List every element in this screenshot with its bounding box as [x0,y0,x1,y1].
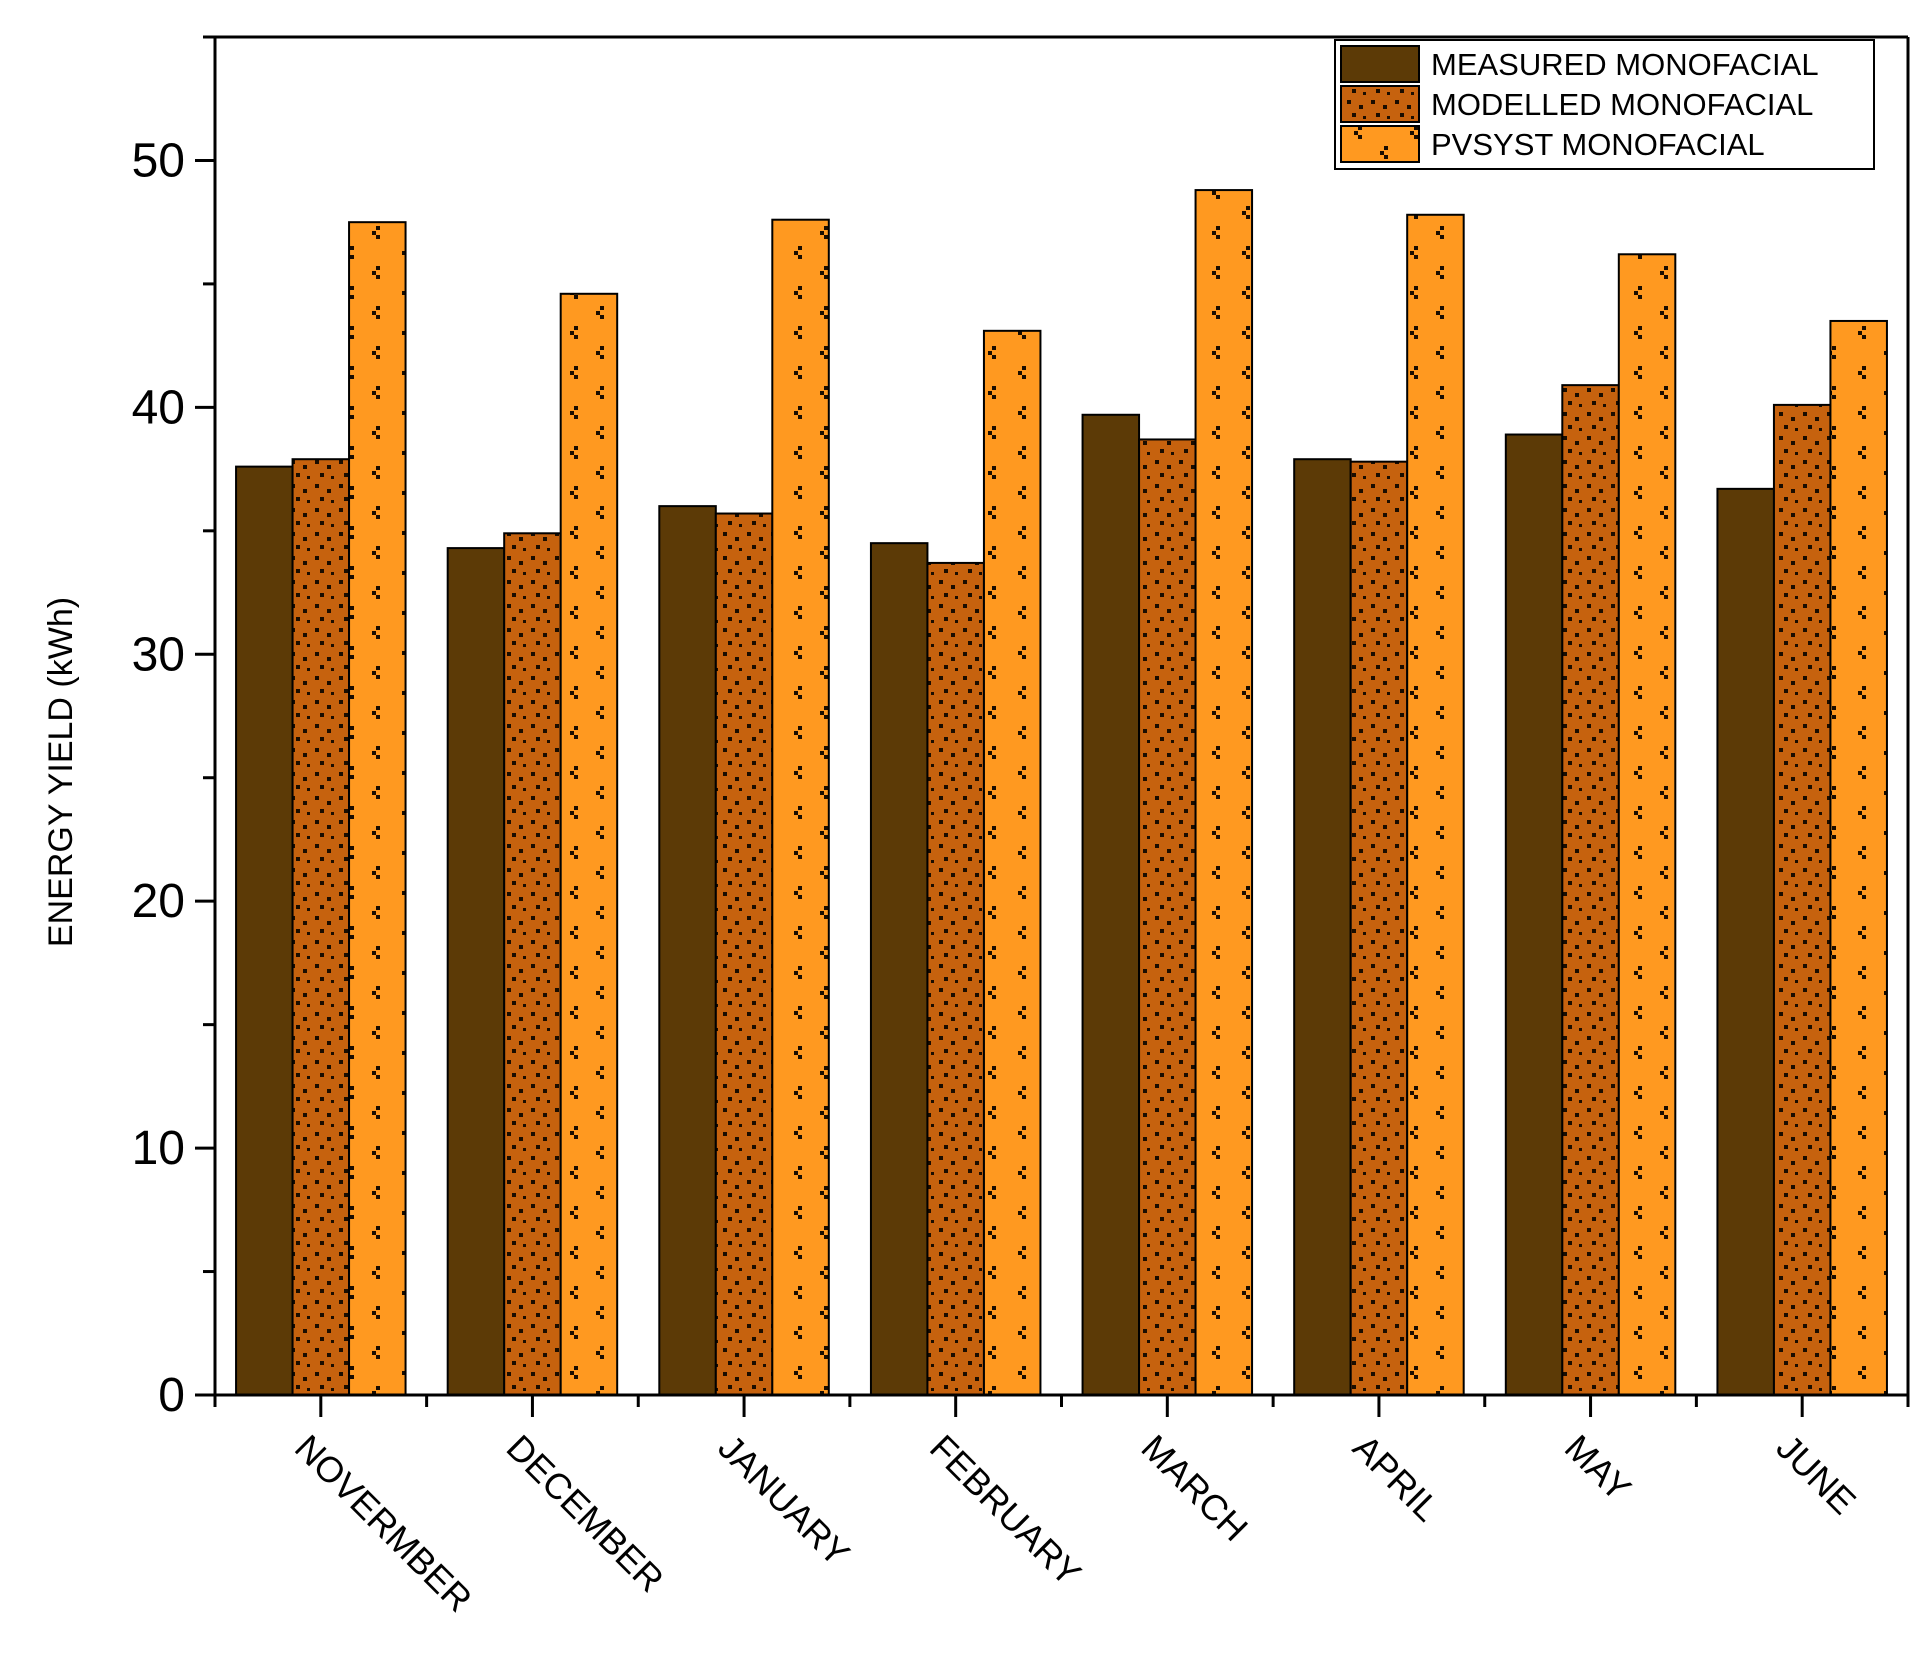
bar-modelled-monofacial-may [1561,384,1620,1396]
legend-swatch [1340,125,1420,163]
y-tick-label: 30 [132,628,185,681]
legend-swatch [1340,85,1420,123]
bar-pvsyst-monofacial-may [1617,253,1677,1396]
bar-pvsyst-monofacial-june [1829,319,1888,1397]
legend-label: PVSYST MONOFACIAL [1431,127,1765,162]
bar-pvsyst-monofacial-novermber [348,221,407,1396]
bar-modelled-monofacial-february [926,561,985,1396]
x-category-label: MARCH [1134,1427,1256,1549]
bar-pvsyst-monofacial-february [982,329,1042,1397]
x-category-label: NOVERMBER [287,1427,480,1620]
bars-layer [235,189,1888,1397]
bar-measured-monofacial-january [658,505,717,1396]
y-tick-label: 40 [132,381,185,434]
legend-label: MEASURED MONOFACIAL [1431,47,1819,82]
x-category-label: FEBRUARY [922,1427,1089,1594]
legend: MEASURED MONOFACIAL MODELLED MONOFACIAL PV… [1334,39,1875,170]
axes-layer [195,35,1910,1417]
bar-modelled-monofacial-january [714,512,774,1396]
bar-modelled-monofacial-december [503,532,562,1396]
y-tick-label: 0 [158,1369,185,1422]
y-tick-label: 20 [132,875,185,928]
bar-measured-monofacial-june [1716,487,1775,1396]
y-tick-label: 50 [132,134,185,187]
bar-pvsyst-monofacial-march [1194,189,1254,1397]
y-tick-label: 10 [132,1122,185,1175]
bar-modelled-monofacial-march [1138,438,1197,1396]
x-category-label: APRIL [1345,1427,1448,1530]
bar-pvsyst-monofacial-january [771,218,830,1397]
x-category-label: DECEMBER [499,1427,672,1600]
y-axis-title: ENERGY YIELD (kWh) [42,597,80,947]
x-category-label: JUNE [1769,1427,1864,1522]
legend-label: MODELLED MONOFACIAL [1431,87,1813,122]
bar-modelled-monofacial-novermber [291,458,351,1396]
bar-measured-monofacial-february [869,542,929,1396]
bar-measured-monofacial-may [1504,433,1564,1396]
legend-swatch [1340,45,1420,83]
bar-measured-monofacial-novermber [235,465,294,1396]
bar-pvsyst-monofacial-december [559,292,619,1396]
x-category-label: MAY [1557,1427,1639,1509]
legend-box [1334,39,1875,170]
bar-modelled-monofacial-june [1772,403,1832,1396]
bar-measured-monofacial-march [1081,413,1141,1396]
bar-modelled-monofacial-april [1349,460,1409,1396]
bar-measured-monofacial-december [446,547,506,1396]
x-category-label: JANUARY [710,1427,857,1574]
bar-pvsyst-monofacial-april [1406,213,1465,1396]
bar-measured-monofacial-april [1293,458,1352,1396]
